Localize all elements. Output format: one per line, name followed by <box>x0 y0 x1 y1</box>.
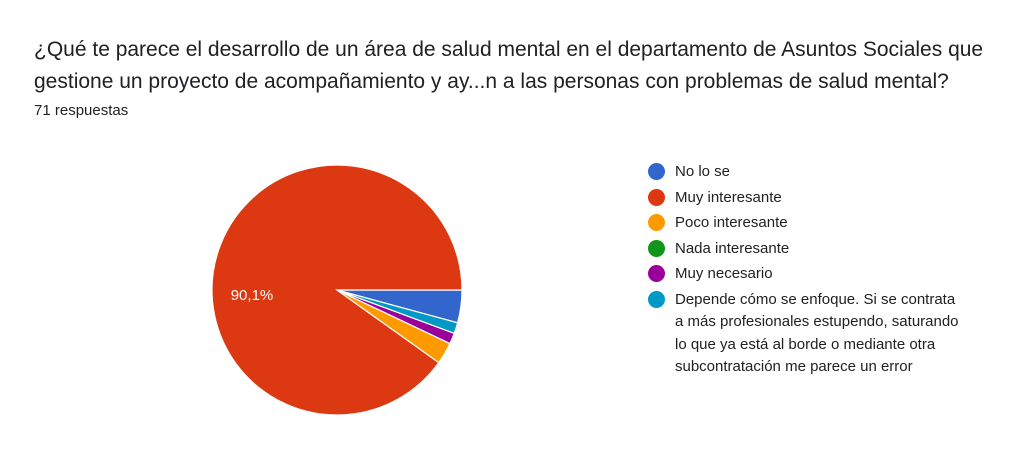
legend-swatch <box>648 290 665 308</box>
legend-swatch <box>648 188 665 206</box>
legend-label: No lo se <box>675 163 731 180</box>
legend-label: Nada interesante <box>675 239 790 257</box>
response-count: 71 respuestas <box>34 102 129 119</box>
legend-swatch <box>648 239 665 257</box>
legend-swatch <box>648 265 665 282</box>
chart-legend: No lo se Muy interesante Poco interesant… <box>648 161 968 382</box>
legend-item[interactable]: Nada interesante <box>648 238 968 261</box>
legend-item[interactable]: No lo se <box>648 161 968 184</box>
legend-label: Depende cómo se enfoque. Si se contrata … <box>675 290 959 376</box>
legend-swatch <box>648 214 665 231</box>
legend-item[interactable]: Depende cómo se enfoque. Si se contrata … <box>648 289 968 379</box>
slice-percent-label: 90,1% <box>231 287 274 304</box>
legend-label: Muy interesante <box>675 188 782 206</box>
legend-item[interactable]: Muy necesario <box>648 263 968 286</box>
legend-label: Muy necesario <box>675 265 773 282</box>
legend-item[interactable]: Poco interesante <box>648 212 968 235</box>
question-title: ¿Qué te parece el desarrollo de un área … <box>34 38 984 93</box>
legend-item[interactable]: Muy interesante <box>648 187 968 210</box>
pie-slice[interactable] <box>336 289 459 335</box>
legend-label: Poco interesante <box>675 214 788 231</box>
legend-swatch <box>648 163 665 180</box>
